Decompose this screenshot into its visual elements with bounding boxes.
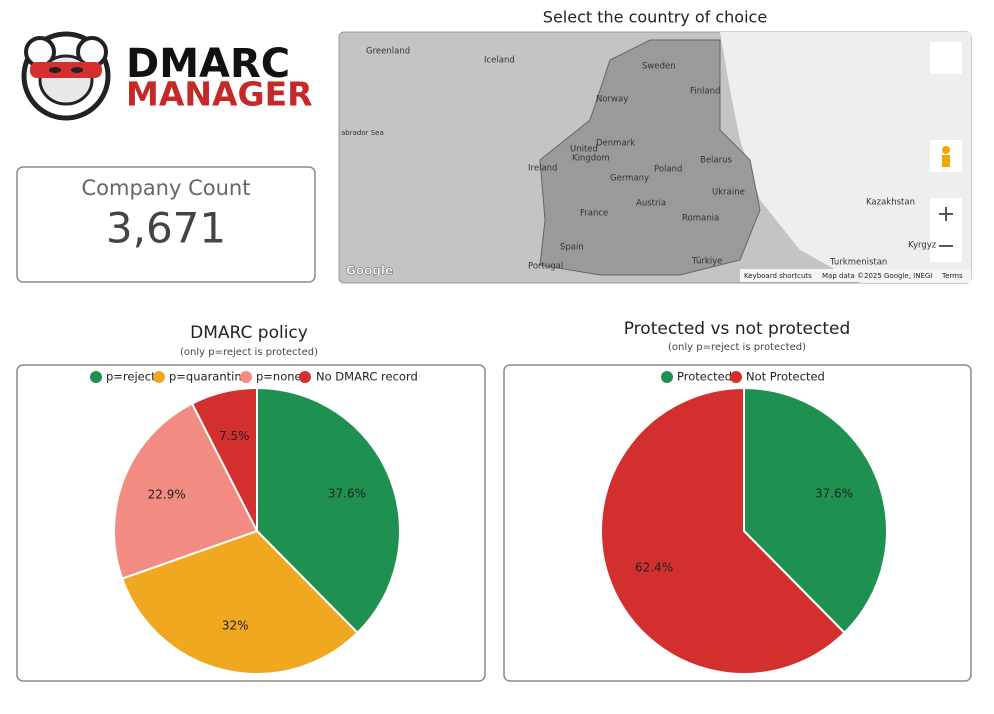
map-label: Kingdom <box>572 154 610 164</box>
legend-label: p=reject <box>106 370 156 384</box>
data-label: 22.9% <box>148 487 186 501</box>
pie-slice <box>120 529 359 675</box>
pie-slice <box>743 386 888 635</box>
map-attribution: Map data ©2025 Google, INEGI <box>822 272 932 280</box>
pie-slice <box>256 386 401 635</box>
map[interactable]: Greenland Iceland Sweden Finland Norway Unite… <box>338 31 972 284</box>
map-label: Romania <box>682 214 719 224</box>
map-label: Iceland <box>484 56 515 66</box>
chart-subtitle: (only p=reject is protected) <box>668 342 806 353</box>
map-attribution: Google <box>346 264 393 278</box>
pie-slice <box>600 386 846 675</box>
kpi-value: 3,671 <box>106 204 226 253</box>
map-attribution: Terms <box>941 272 963 280</box>
map-label: Portugal <box>528 262 563 272</box>
attribution-bar <box>740 269 971 282</box>
map-label: Finland <box>690 87 720 97</box>
map-label: Kyrgyz <box>908 241 937 251</box>
legend-marker <box>90 371 102 383</box>
logo: DMARC MANAGER <box>21 31 313 121</box>
logo-eye <box>71 67 83 73</box>
map-label: Austria <box>636 199 666 209</box>
data-label: 37.6% <box>815 487 853 501</box>
data-label: 62.4% <box>635 560 673 574</box>
map-label: Greenland <box>366 47 410 57</box>
chart-subtitle: (only p=reject is protected) <box>180 347 318 358</box>
chart-title: DMARC policy <box>190 323 308 343</box>
legend-marker <box>240 371 252 383</box>
logo-eye <box>49 67 61 73</box>
map-label: Poland <box>654 165 682 175</box>
map-label: Turkmenistan <box>829 258 887 268</box>
map-label: France <box>580 209 608 219</box>
map-attribution: Keyboard shortcuts <box>744 272 812 280</box>
map-label: Belarus <box>700 156 733 166</box>
map-label: Ukraine <box>712 188 745 198</box>
pegman <box>942 146 950 154</box>
chart-title: Protected vs not protected <box>624 319 851 339</box>
legend-label: p=quarantine <box>169 370 249 384</box>
map-label: Sweden <box>642 62 676 72</box>
legend-marker <box>153 371 165 383</box>
logo-mask <box>30 62 102 78</box>
logo-line1: DMARC <box>126 41 290 87</box>
map-label: Kazakhstan <box>866 198 915 208</box>
map-label: Ireland <box>528 164 557 174</box>
map-label: Germany <box>610 174 649 184</box>
legend-label: p=none <box>256 370 302 384</box>
pie-slice <box>113 402 259 580</box>
legend-label: Protected <box>677 370 732 384</box>
map-label: Denmark <box>596 139 635 149</box>
legend-label: No DMARC record <box>316 370 418 384</box>
map-label: United <box>570 145 598 155</box>
map-title: Select the country of choice <box>543 8 767 27</box>
pie-slice <box>190 386 258 532</box>
logo-line2: MANAGER <box>126 75 313 114</box>
map-europe <box>539 39 761 276</box>
pegman <box>942 155 950 167</box>
data-label: 7.5% <box>219 429 250 443</box>
map-label: abrador Sea <box>341 129 384 137</box>
legend-marker <box>299 371 311 383</box>
fullscreen-button[interactable] <box>930 42 962 74</box>
data-label: 32% <box>222 618 249 632</box>
legend-label: Not Protected <box>746 370 825 384</box>
map-label: Türkiye <box>691 257 722 267</box>
data-label: 37.6% <box>328 487 366 501</box>
map-label: Norway <box>596 95 628 105</box>
kpi-label: Company Count <box>82 176 251 200</box>
legend-marker <box>730 371 742 383</box>
zoom-control[interactable] <box>930 198 962 262</box>
map-label: Spain <box>560 243 584 253</box>
legend-marker <box>661 371 673 383</box>
map-land-outside <box>720 32 971 283</box>
kpi-card <box>16 166 316 283</box>
